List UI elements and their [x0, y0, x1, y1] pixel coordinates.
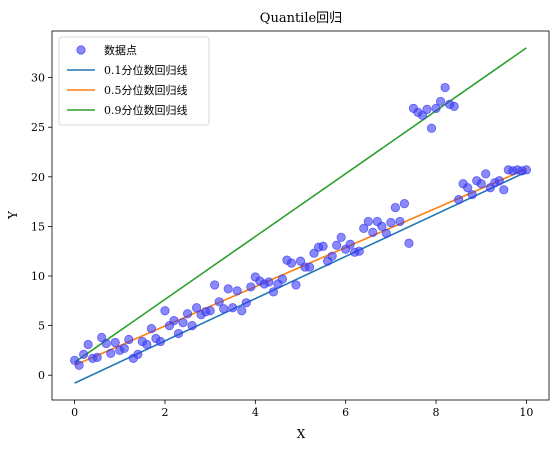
data-point: [133, 349, 143, 359]
data-point: [106, 348, 116, 358]
y-axis-label: Y: [6, 210, 20, 220]
data-point: [327, 251, 337, 261]
data-point: [476, 179, 486, 189]
x-tick-label: 2: [161, 406, 168, 419]
data-point: [395, 216, 405, 227]
data-point: [214, 297, 224, 307]
data-point: [377, 221, 387, 232]
data-point: [124, 334, 134, 345]
data-point: [92, 352, 102, 362]
y-tick-label: 20: [31, 171, 45, 184]
legend-label: 0.5分位数回归线: [104, 83, 188, 97]
data-point: [223, 284, 233, 294]
data-point: [268, 287, 278, 297]
data-point: [110, 337, 120, 348]
data-point: [210, 280, 220, 290]
data-point: [390, 202, 400, 213]
data-point: [169, 316, 179, 326]
legend-marker-points: [76, 45, 86, 55]
data-point: [119, 343, 129, 354]
data-point: [187, 321, 197, 331]
data-point: [277, 274, 288, 284]
data-point: [363, 216, 373, 227]
legend: 数据点 0.1分位数回归线 0.5分位数回归线 0.9分位数回归线: [58, 36, 210, 126]
data-point: [79, 349, 89, 359]
y-tick-label: 25: [31, 121, 45, 134]
data-point: [422, 104, 432, 114]
data-point: [160, 306, 170, 316]
data-point: [101, 338, 111, 349]
data-point: [219, 304, 229, 314]
data-point: [318, 241, 328, 251]
data-point: [499, 185, 509, 195]
x-tick-label: 10: [519, 406, 533, 419]
y-tick-label: 5: [38, 320, 45, 333]
y-tick-label: 15: [31, 220, 45, 233]
legend-box: [58, 36, 210, 126]
plot-frame: [51, 30, 550, 401]
data-point: [146, 323, 156, 334]
y-tick-label: 10: [31, 270, 45, 283]
data-point: [191, 303, 202, 313]
chart-title: Quantile回归: [260, 11, 342, 26]
data-point: [228, 303, 238, 313]
data-point: [440, 82, 450, 93]
data-point: [404, 238, 414, 248]
x-axis: 0 2 4 6 8 10: [71, 400, 533, 419]
data-point: [463, 183, 473, 193]
data-point: [291, 280, 301, 290]
data-point: [359, 223, 369, 233]
data-point: [83, 339, 93, 350]
data-point: [467, 190, 477, 200]
data-point: [241, 298, 251, 308]
data-point: [399, 198, 410, 209]
y-axis: 0 5 10 15 20 25 30: [31, 72, 52, 382]
data-point: [286, 258, 297, 268]
data-point: [381, 228, 391, 238]
legend-label: 0.9分位数回归线: [104, 103, 188, 117]
data-point: [304, 262, 315, 272]
x-tick-label: 8: [433, 406, 440, 419]
x-tick-label: 6: [342, 406, 349, 419]
y-tick-label: 0: [38, 369, 45, 382]
data-point: [435, 96, 446, 107]
data-point: [155, 336, 166, 347]
data-point: [336, 232, 346, 242]
data-point: [481, 169, 491, 179]
x-axis-label: X: [297, 427, 306, 441]
data-point: [74, 360, 84, 370]
data-point: [494, 176, 504, 186]
data-point: [173, 328, 184, 339]
x-tick-label: 0: [71, 406, 78, 419]
data-point: [454, 195, 464, 205]
data-point: [368, 227, 378, 237]
data-point: [431, 103, 441, 113]
data-point: [354, 246, 364, 256]
legend-label: 数据点: [104, 43, 137, 57]
legend-label: 0.1分位数回归线: [104, 63, 188, 77]
data-point: [449, 101, 459, 111]
data-point: [521, 165, 532, 175]
data-point: [345, 239, 355, 249]
data-point: [246, 282, 256, 292]
data-point: [332, 240, 342, 250]
plot-area: [69, 47, 532, 384]
data-point: [205, 306, 215, 316]
data-point: [237, 306, 247, 316]
data-point: [142, 339, 152, 350]
data-point: [426, 123, 437, 133]
data-point: [182, 309, 193, 319]
x-tick-label: 4: [252, 406, 259, 419]
y-tick-label: 30: [31, 72, 45, 85]
data-point: [386, 217, 396, 228]
data-points: [69, 82, 532, 370]
data-point: [264, 277, 274, 287]
data-point: [178, 318, 188, 328]
data-point: [232, 286, 242, 296]
